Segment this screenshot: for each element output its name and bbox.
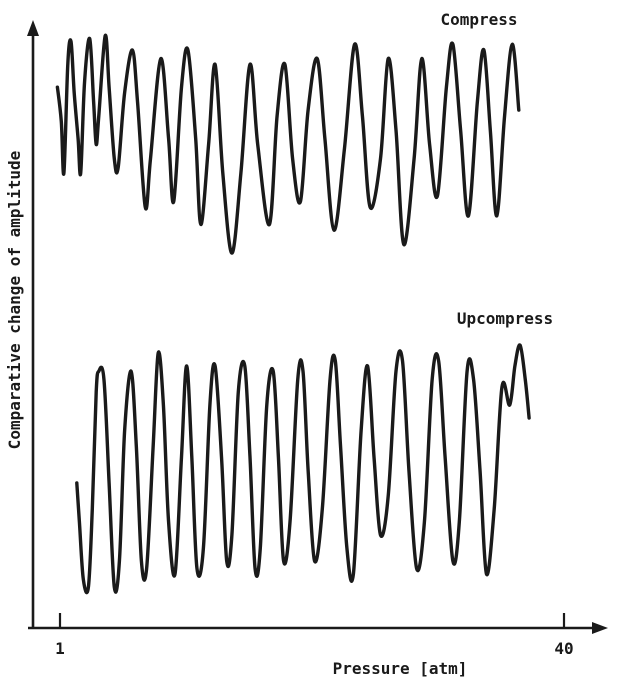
series-line-compress xyxy=(55,33,521,255)
y-axis-arrow-icon xyxy=(27,20,39,36)
x-tick-label-40: 40 xyxy=(554,639,573,658)
x-axis-title: Pressure [atm] xyxy=(333,659,468,678)
series-line-upcompress xyxy=(75,343,531,595)
series-label-compress: Compress xyxy=(440,10,517,29)
series-label-upcompress: Upcompress xyxy=(457,309,553,328)
x-axis-arrow-icon xyxy=(592,622,608,634)
x-tick-label-1: 1 xyxy=(55,639,65,658)
y-axis-title: Comparative change of amplitude xyxy=(5,151,24,450)
